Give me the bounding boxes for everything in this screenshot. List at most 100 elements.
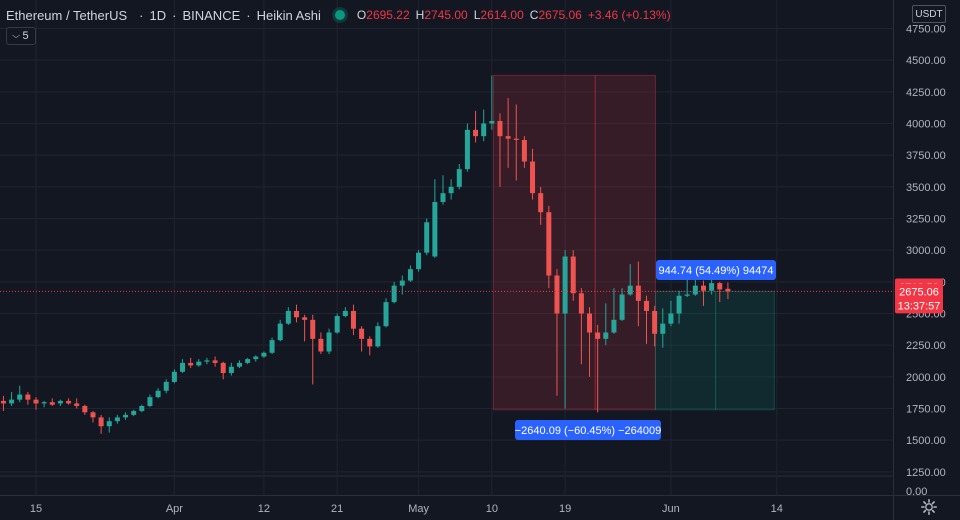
candle-body <box>326 332 332 352</box>
candle-series <box>0 75 731 434</box>
candle-body <box>505 136 511 139</box>
candle-body <box>619 294 625 320</box>
candle-body <box>350 310 356 329</box>
candle-body <box>709 283 715 291</box>
y-tick-label: 1500.00 <box>906 435 946 447</box>
candle-body <box>725 288 731 292</box>
x-tick-label: Apr <box>166 503 183 515</box>
bar-countdown: 13:37:57 <box>898 300 941 312</box>
symbol-name[interactable]: Ethereum / TetherUS <box>6 7 128 23</box>
interval-label[interactable]: 1D <box>149 7 167 23</box>
candle-body <box>114 417 120 422</box>
candle-body <box>530 161 536 194</box>
candle-body <box>334 316 340 333</box>
candle-body <box>399 280 405 286</box>
candle-body <box>204 360 210 362</box>
y-tick-label: 2000.00 <box>906 372 946 384</box>
candle-body <box>652 310 658 334</box>
close-value: C2675.06 <box>529 8 582 22</box>
measure-boxes <box>492 74 775 411</box>
indicators-count: 5 <box>22 30 29 42</box>
candle-body <box>180 362 186 372</box>
candle-body <box>578 293 584 314</box>
candle-body <box>9 399 15 404</box>
currency-button[interactable]: USDT <box>912 5 946 23</box>
y-tick-label: 1250.00 <box>906 467 946 479</box>
candle-body <box>228 366 234 374</box>
market-status-icon[interactable] <box>334 10 345 20</box>
candle-body <box>237 362 242 367</box>
candle-body <box>342 310 348 317</box>
price-axis[interactable]: 4750.00 4500.00 4250.00 4000.00 3750.00 3500.… <box>893 0 946 520</box>
candle-body <box>448 186 454 194</box>
candle-body <box>383 302 389 327</box>
candle-body <box>212 360 218 363</box>
candle-body <box>587 313 593 333</box>
candle-body <box>253 356 259 360</box>
y-tick-label: 1750.00 <box>906 404 946 416</box>
candle-body <box>391 285 397 303</box>
y-tick-label: 3750.00 <box>906 150 946 162</box>
x-tick-label: 14 <box>771 503 783 515</box>
y-tick-label: 3250.00 <box>906 214 946 226</box>
grid-lines <box>0 0 893 495</box>
y-tick-label: 4750.00 <box>906 23 946 35</box>
drop-measure-label: −2640.09 (−60.45%) −264009 <box>515 425 662 437</box>
y-tick-label: 3000.00 <box>906 245 946 257</box>
candle-body <box>668 313 674 324</box>
chart-legend: Ethereum / TetherUS · 1D · BINANCE · Hei… <box>6 6 671 24</box>
candle-body <box>432 202 438 257</box>
candle-body <box>407 269 413 281</box>
candle-body <box>123 414 129 418</box>
candle-body <box>139 405 145 412</box>
time-axis[interactable]: 15 Apr 12 21 May 10 19 Jun 14 <box>0 495 960 516</box>
low-value: L2614.00 <box>473 8 524 22</box>
candle-body <box>546 212 552 276</box>
candle-body <box>163 381 169 391</box>
candle-body <box>676 295 682 314</box>
candle-body <box>513 138 519 140</box>
candle-body <box>220 362 226 374</box>
candle-body <box>41 402 47 404</box>
candle-body <box>82 405 88 413</box>
rise-measure-box[interactable] <box>654 290 775 411</box>
candle-body <box>684 294 690 296</box>
x-tick-label: 10 <box>486 503 498 515</box>
candle-body <box>464 129 470 170</box>
candle-body <box>456 169 462 187</box>
last-price-value: 2675.06 <box>899 286 939 298</box>
indicators-collapse-button[interactable]: ⌵ 5 <box>6 27 36 45</box>
exchange-label: BINANCE <box>182 7 241 23</box>
candle-body <box>269 340 275 353</box>
candle-body <box>98 417 104 427</box>
candle-body <box>17 394 23 400</box>
candle-body <box>33 399 39 404</box>
rise-measure-label: 944.74 (54.49%) 94474 <box>659 265 774 277</box>
candle-body <box>310 319 316 339</box>
candle-body <box>497 120 503 137</box>
legend-separator: · <box>139 7 144 23</box>
x-tick-label: 21 <box>331 503 343 515</box>
candle-body <box>717 283 723 290</box>
candle-body <box>155 390 161 398</box>
candle-body <box>367 338 373 347</box>
drop-measure-box[interactable] <box>492 74 656 411</box>
high-value: H2745.00 <box>415 8 468 22</box>
candle-body <box>424 222 430 253</box>
legend-separator: · <box>246 7 251 23</box>
candle-body <box>521 139 527 162</box>
candle-body <box>245 359 251 363</box>
open-value: O2695.22 <box>356 8 410 22</box>
x-tick-label: May <box>408 503 429 515</box>
measure-labels: −2640.09 (−60.45%) −264009 944.74 (54.49%… <box>515 260 776 440</box>
candle-body <box>25 394 31 400</box>
y-tick-label: 4500.00 <box>906 55 946 67</box>
gear-icon[interactable] <box>920 498 938 516</box>
candle-body <box>66 400 72 404</box>
x-tick-label: 19 <box>559 503 571 515</box>
y-tick-label: 4000.00 <box>906 119 946 131</box>
candle-body <box>554 275 560 314</box>
candle-body <box>318 338 324 352</box>
